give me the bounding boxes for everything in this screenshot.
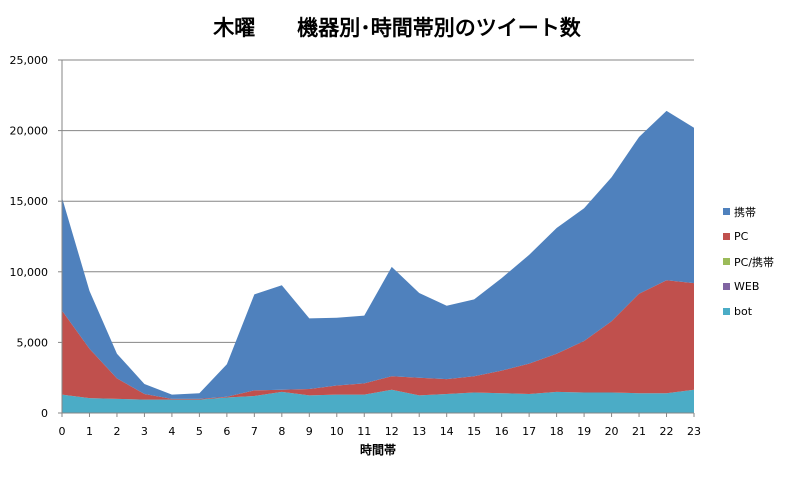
x-tick-label: 9 [306, 425, 313, 438]
x-tick-label: 12 [385, 425, 399, 438]
y-tick-label: 25,000 [10, 54, 49, 67]
axes [58, 59, 695, 417]
y-tick-label: 5,000 [17, 336, 49, 349]
chart-title: 木曜 機器別･時間帯別のツイート数 [213, 16, 581, 40]
legend: 携帯 PC PC/携帯 WEB bot [723, 199, 793, 324]
x-tick-label: 23 [687, 425, 701, 438]
x-tick-label: 22 [660, 425, 674, 438]
x-tick-label: 21 [632, 425, 646, 438]
x-tick-label: 2 [113, 425, 120, 438]
x-tick-label: 19 [577, 425, 591, 438]
y-tick-label: 15,000 [10, 195, 49, 208]
legend-label: WEB [734, 280, 760, 293]
area-携帯 [62, 110, 694, 399]
x-tick-label: 8 [278, 425, 285, 438]
x-tick-label: 0 [59, 425, 66, 438]
legend-swatch [723, 258, 730, 265]
legend-swatch [723, 233, 730, 240]
y-tick-label: 20,000 [10, 125, 49, 138]
x-tick-label: 18 [550, 425, 564, 438]
x-tick-label: 10 [330, 425, 344, 438]
x-tick-label: 3 [141, 425, 148, 438]
x-tick-label: 1 [86, 425, 93, 438]
y-tick-label: 10,000 [10, 266, 49, 279]
legend-item: PC/携帯 [723, 249, 793, 274]
y-tick-labels: 0 5,000 10,000 15,000 20,000 25,000 [10, 54, 49, 420]
x-tick-labels: 0 1 2 3 4 5 6 7 8 9 10 11 12 13 14 15 16 17 18 19 20 21 22 23 [59, 425, 702, 438]
legend-item: WEB [723, 274, 793, 299]
x-tick-label: 16 [495, 425, 509, 438]
x-tick-label: 4 [168, 425, 175, 438]
area-bot [62, 389, 694, 413]
legend-label: 携帯 [734, 205, 756, 219]
x-tick-label: 13 [412, 425, 426, 438]
legend-label: bot [734, 305, 753, 318]
legend-item: 携帯 [723, 199, 793, 224]
x-tick-label: 6 [223, 425, 230, 438]
legend-swatch [723, 208, 730, 215]
x-tick-label: 17 [522, 425, 536, 438]
x-tick-label: 11 [357, 425, 371, 438]
legend-item: PC [723, 224, 793, 249]
legend-label: PC [734, 230, 749, 243]
x-tick-label: 7 [251, 425, 258, 438]
x-tick-label: 14 [440, 425, 454, 438]
legend-label: PC/携帯 [734, 255, 775, 269]
legend-swatch [723, 308, 730, 315]
legend-item: bot [723, 299, 793, 324]
x-tick-label: 5 [196, 425, 203, 438]
legend-swatch [723, 283, 730, 290]
x-tick-label: 15 [467, 425, 481, 438]
area-PC [62, 280, 694, 400]
x-tick-label: 20 [605, 425, 619, 438]
x-axis-label: 時間帯 [360, 442, 396, 457]
y-tick-label: 0 [41, 407, 48, 420]
area-series [62, 110, 694, 413]
